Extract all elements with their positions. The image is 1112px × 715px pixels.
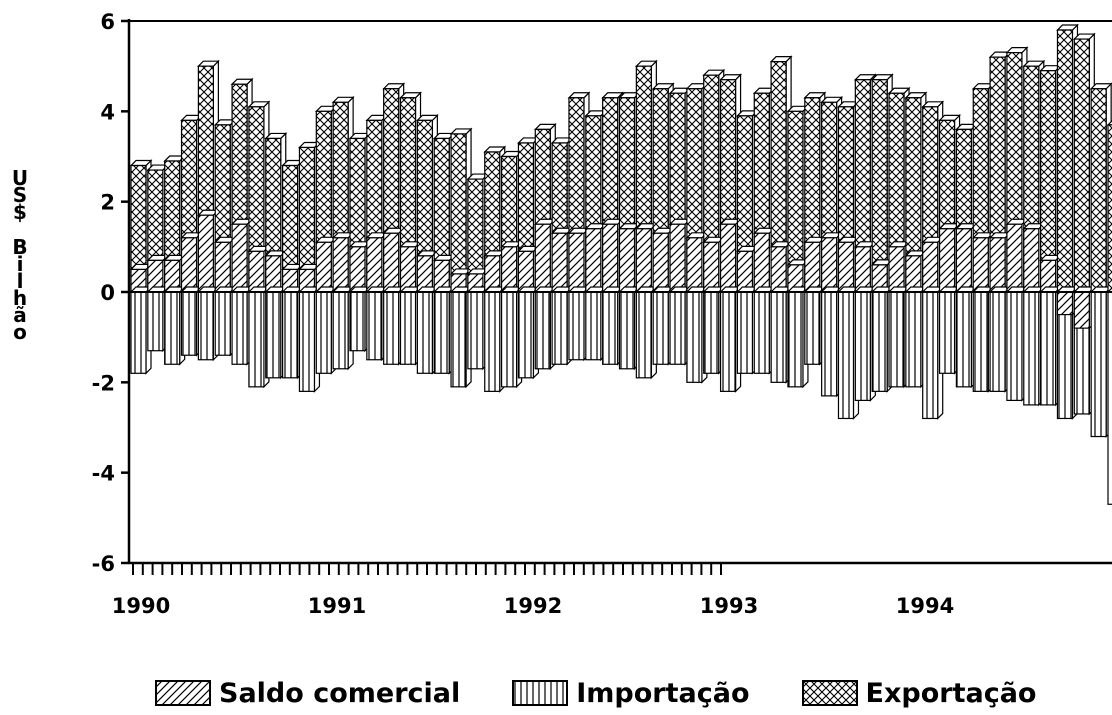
y-tick-label: -4 <box>92 462 115 486</box>
export-bar <box>1106 120 1112 293</box>
y-tick-label: 4 <box>100 100 115 124</box>
legend-item-importacao: Importação <box>512 677 750 709</box>
legend-item-exportacao: Exportação <box>801 677 1037 709</box>
bars-group <box>129 23 1112 505</box>
y-label-char: $ <box>13 200 27 224</box>
y-tick-label: -6 <box>92 552 115 576</box>
y-tick-label: 0 <box>100 281 115 305</box>
legend-swatch-cross <box>801 680 858 706</box>
import-bar <box>1106 287 1112 505</box>
saldo-bar <box>247 244 271 294</box>
y-label-char: h <box>13 286 27 310</box>
plot-frame <box>129 20 1112 565</box>
x-tick-label: 1990 <box>112 594 170 618</box>
legend-label-importacao: Importação <box>576 677 750 709</box>
x-tick-label: 1992 <box>504 594 562 618</box>
y-label-char: l <box>17 269 24 293</box>
y-label-char: B <box>12 235 27 259</box>
import-bar <box>281 285 305 380</box>
y-label-char: o <box>13 320 27 344</box>
y-tick-label: -2 <box>92 371 115 395</box>
legend-label-saldo: Saldo comercial <box>219 677 461 709</box>
x-tick-label: 1993 <box>700 594 758 618</box>
legend-swatch-diagonal <box>155 680 211 706</box>
x-tick-label: 1991 <box>308 594 366 618</box>
legend-swatch-vertical <box>512 680 569 706</box>
y-tick-label: 6 <box>100 10 115 34</box>
x-tick-label: 1994 <box>896 594 954 618</box>
legend-item-saldo: Saldo comercial <box>155 678 460 709</box>
y-label-char: U <box>12 166 28 190</box>
legend: Saldo comercial Importação Exportação <box>155 675 1088 711</box>
y-tick-label: 2 <box>100 191 115 215</box>
y-label-char: ã <box>13 303 27 327</box>
y-label-char: i <box>17 252 24 276</box>
legend-label-exportacao: Exportação <box>865 677 1037 709</box>
x-axis: 1990 1991 1992 1993 1994 <box>112 563 954 618</box>
y-label-char: S <box>13 183 27 207</box>
y-axis: 6 4 2 0 -2 -4 -6 <box>92 10 131 576</box>
